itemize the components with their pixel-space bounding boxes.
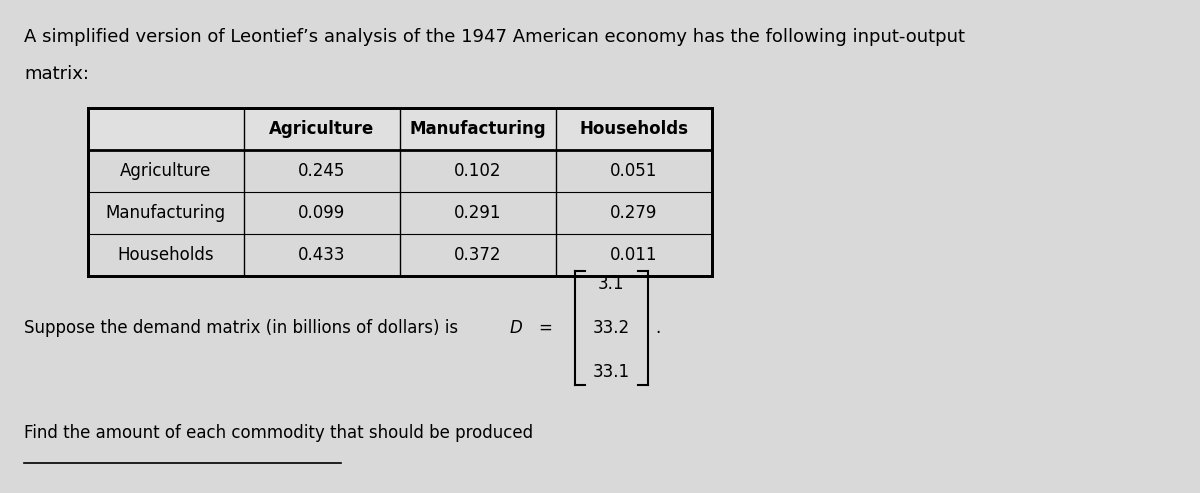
Text: 33.1: 33.1 — [593, 363, 630, 381]
Text: 0.279: 0.279 — [610, 204, 658, 222]
Text: .: . — [655, 319, 660, 337]
Bar — [88, 108, 712, 276]
Bar — [88, 108, 712, 150]
Text: 3.1: 3.1 — [598, 275, 625, 293]
Text: Manufacturing: Manufacturing — [106, 204, 226, 222]
Text: A simplified version of Leontief’s analysis of the 1947 American economy has the: A simplified version of Leontief’s analy… — [24, 28, 965, 46]
Text: 0.291: 0.291 — [454, 204, 502, 222]
Text: 0.372: 0.372 — [454, 246, 502, 264]
Text: Agriculture: Agriculture — [120, 162, 211, 180]
Text: =: = — [538, 319, 552, 337]
Text: Find the amount of each commodity that should be produced: Find the amount of each commodity that s… — [24, 424, 534, 442]
Text: 0.051: 0.051 — [610, 162, 658, 180]
Text: Households: Households — [118, 246, 214, 264]
Text: 0.099: 0.099 — [298, 204, 346, 222]
Text: $D$: $D$ — [509, 319, 522, 337]
Text: Suppose the demand matrix (in billions of dollars) is: Suppose the demand matrix (in billions o… — [24, 319, 463, 337]
Text: matrix:: matrix: — [24, 65, 89, 83]
Text: 0.102: 0.102 — [454, 162, 502, 180]
Text: 0.011: 0.011 — [610, 246, 658, 264]
Text: Agriculture: Agriculture — [269, 120, 374, 138]
Text: Households: Households — [580, 120, 688, 138]
Text: Manufacturing: Manufacturing — [409, 120, 546, 138]
Text: 33.2: 33.2 — [593, 319, 630, 337]
Text: 0.433: 0.433 — [298, 246, 346, 264]
Text: 0.245: 0.245 — [298, 162, 346, 180]
